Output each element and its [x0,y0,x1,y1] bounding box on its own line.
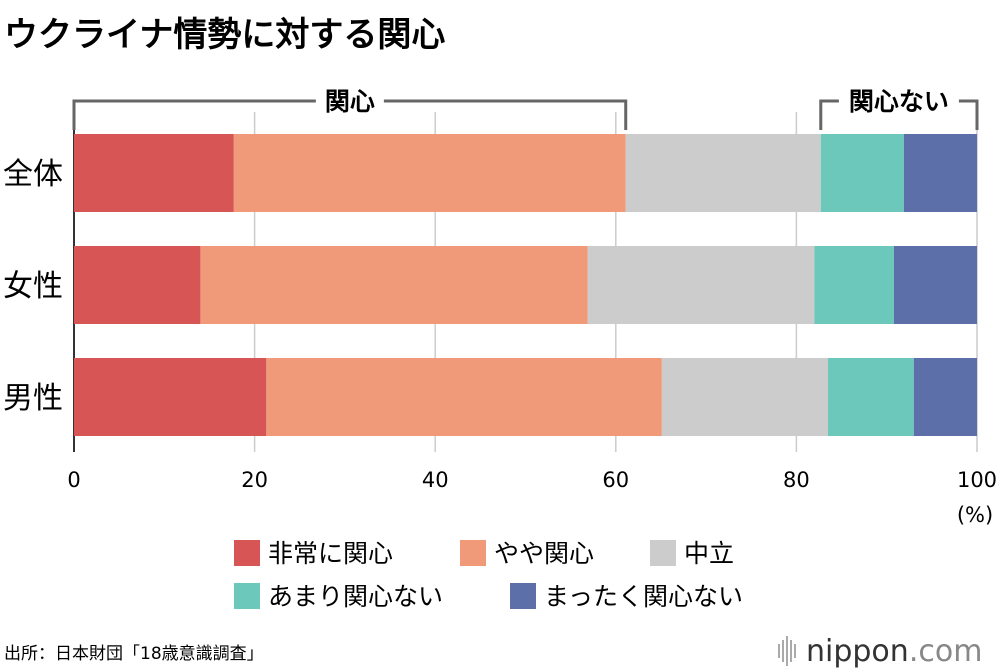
bar-segment [661,358,829,436]
legend-label: まったく関心ない [544,582,743,611]
bracket-label: 関心ない [849,87,949,116]
legend-label: 非常に関心 [268,539,393,568]
bar-segment [74,246,201,324]
bar-segment [587,246,815,324]
brackets: 関心 関心ない [72,85,979,130]
bars [74,134,977,436]
legend-swatch [460,540,486,566]
bar-segment [266,358,662,436]
bar-segment [893,246,977,324]
legend-swatch [234,583,260,609]
brand-suffix: .com [909,634,983,669]
bar-segment [233,134,626,212]
bracket-label-bg [838,85,959,115]
category-label: 男性 [3,381,63,416]
brand-logo: nippon.com [778,634,982,669]
source-note: 出所：日本財団「18歳意識調査」 [4,644,264,664]
x-tick-label: 20 [241,468,268,492]
legend-swatch [510,583,536,609]
legend-swatch [234,540,260,566]
x-tick-label: 0 [67,468,80,492]
x-tick-label: 40 [422,468,449,492]
brand-mark-icon [778,636,796,666]
legend-label: 中立 [684,539,734,568]
bar-segment [820,134,904,212]
bracket-label: 関心 [325,87,375,116]
bar-segment [814,246,894,324]
legend-label: あまり関心ない [268,582,443,611]
category-label: 女性 [3,269,63,304]
x-tick-label: 100 [957,468,997,492]
x-unit-label: (%) [957,503,993,527]
tick-labels: 0 20 40 60 80 100 [67,468,997,492]
x-tick-label: 60 [602,468,629,492]
bar-segment [913,358,977,436]
bar-segment [625,134,821,212]
bar-segment [74,134,234,212]
brand-text: nippon.com [806,634,982,669]
x-tick-label: 80 [783,468,810,492]
bar-segment [903,134,977,212]
legend-swatch [650,540,676,566]
bar-segment [74,358,267,436]
legend-label: やや関心 [494,539,594,568]
brand-name: nippon [806,634,909,669]
bracket-label-bg [315,85,384,115]
bar-segment [828,358,914,436]
chart-title: ウクライナ情勢に対する関心 [4,15,445,55]
bar-segment [200,246,588,324]
category-label: 全体 [3,157,63,192]
